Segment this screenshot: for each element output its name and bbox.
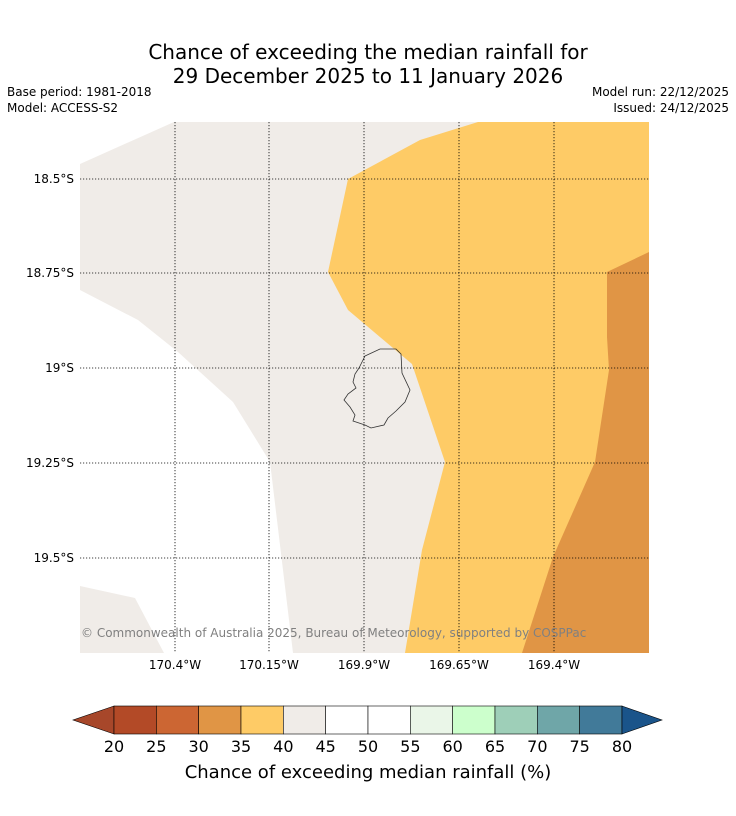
island-outline bbox=[343, 348, 411, 429]
colorbar-cell-70-75 bbox=[537, 705, 580, 735]
colorbar-label: Chance of exceeding median rainfall (%) bbox=[184, 762, 552, 783]
colorbar-cell-65-70 bbox=[494, 705, 538, 735]
lon-label-169-4: 169.4°W bbox=[527, 658, 581, 672]
lat-label-19: 19°S bbox=[45, 361, 74, 375]
base-period: Base period: 1981-2018 bbox=[7, 85, 152, 99]
map-title-line2: 29 December 2025 to 11 January 2026 bbox=[172, 64, 564, 88]
colorbar-cell-25-30 bbox=[156, 705, 199, 735]
colorbar-tick-30: 30 bbox=[188, 737, 209, 756]
colorbar-cell-60-65 bbox=[452, 705, 496, 735]
colorbar-cell-30-35 bbox=[198, 705, 242, 735]
colorbar-cell-20-25 bbox=[113, 705, 157, 735]
lon-label-170-15: 170.15°W bbox=[239, 658, 299, 672]
colorbar-tick-25: 25 bbox=[146, 737, 167, 756]
lat-label-18-5: 18.5°S bbox=[33, 172, 74, 186]
region-orange bbox=[522, 252, 649, 653]
model-name: Model: ACCESS-S2 bbox=[7, 101, 119, 115]
colorbar-tick-20: 20 bbox=[103, 737, 125, 756]
lat-label-19-25: 19.25°S bbox=[26, 456, 74, 470]
colorbar-cell-45-50 bbox=[325, 705, 369, 735]
colorbar-arrow-left bbox=[72, 705, 115, 735]
colorbar bbox=[72, 705, 663, 735]
colorbar-tick-70: 70 bbox=[527, 737, 548, 756]
colorbar-cell-55-60 bbox=[410, 705, 453, 735]
colorbar-cell-35-40 bbox=[240, 705, 284, 735]
map-panel bbox=[80, 122, 649, 653]
colorbar-tick-50: 50 bbox=[357, 737, 379, 756]
map-title-line1: Chance of exceeding the median rainfall … bbox=[148, 40, 588, 64]
graticule bbox=[80, 122, 649, 653]
colorbar-tick-65: 65 bbox=[484, 737, 506, 756]
lon-label-169-9: 169.9°W bbox=[337, 658, 391, 672]
lon-label-170-4: 170.4°W bbox=[148, 658, 202, 672]
copyright-text: © Commonwealth of Australia 2025, Bureau… bbox=[81, 626, 587, 640]
colorbar-tick-35: 35 bbox=[230, 737, 252, 756]
colorbar-tick-80: 80 bbox=[611, 737, 633, 756]
colorbar-arrow-right bbox=[621, 705, 663, 735]
colorbar-tick-60: 60 bbox=[442, 737, 463, 756]
map-canvas bbox=[80, 122, 649, 653]
colorbar-cell-40-45 bbox=[283, 705, 326, 735]
lat-label-19-5: 19.5°S bbox=[33, 551, 74, 565]
colorbar-tick-55: 55 bbox=[400, 737, 421, 756]
colorbar-cell-50-55 bbox=[367, 705, 411, 735]
colorbar-tick-40: 40 bbox=[273, 737, 294, 756]
colorbar-tick-45: 45 bbox=[315, 737, 336, 756]
issued-date: Issued: 24/12/2025 bbox=[613, 101, 729, 115]
colorbar-cell-75-80 bbox=[579, 705, 623, 735]
colorbar-tick-75: 75 bbox=[569, 737, 590, 756]
lat-label-18-75: 18.75°S bbox=[26, 266, 74, 280]
region-light-orange bbox=[328, 122, 649, 653]
model-run: Model run: 22/12/2025 bbox=[591, 85, 729, 99]
lon-label-169-65: 169.65°W bbox=[429, 658, 489, 672]
